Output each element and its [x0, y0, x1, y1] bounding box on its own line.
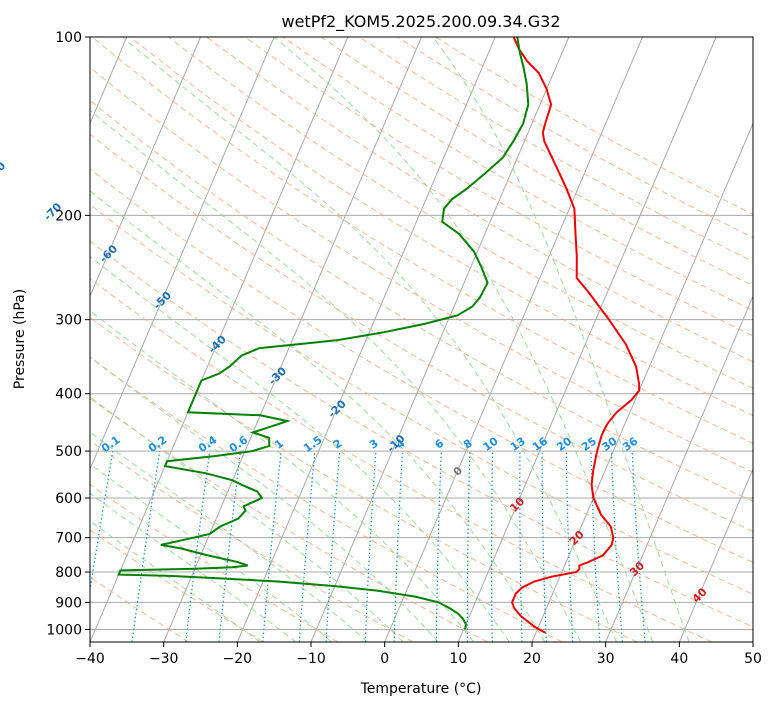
isotherm-line — [384, 37, 643, 642]
moist-adiabat-line — [90, 431, 368, 642]
isotherm-line — [678, 467, 753, 642]
dry-adiabat-line — [90, 440, 414, 642]
dry-adiabat-line — [90, 240, 753, 628]
x-tick-label: 40 — [670, 651, 688, 667]
dry-adiabat-line — [90, 99, 753, 502]
mixing-ratio-line — [90, 450, 114, 594]
x-tick-label: 30 — [597, 651, 615, 667]
isotherm-line — [605, 295, 753, 642]
isotherm-line — [457, 37, 717, 642]
y-tick-label: 500 — [55, 444, 82, 460]
plot-area — [90, 37, 753, 642]
y-tick-label: 700 — [55, 531, 82, 547]
y-tick-label: 100 — [55, 30, 82, 46]
moist-adiabat-line — [432, 37, 690, 642]
mixing-ratio-line — [262, 451, 282, 642]
mixing-ratio-line — [218, 451, 242, 642]
mixing-ratio-line — [298, 451, 316, 642]
isotherm-line — [531, 122, 753, 642]
x-tick-label: −30 — [149, 651, 179, 667]
dry-adiabat-line — [90, 316, 638, 642]
dry-adiabat-line — [90, 356, 563, 642]
dry-adiabat-line — [91, 37, 753, 444]
dry-adiabat-line — [90, 66, 753, 473]
moist-adiabat-line — [122, 37, 618, 642]
y-tick-label: 400 — [55, 387, 82, 403]
mixing-ratio-line — [131, 451, 161, 642]
moist-adiabat-line — [90, 492, 297, 642]
y-tick-label: 900 — [55, 595, 82, 611]
dry-adiabat-line — [206, 37, 753, 363]
x-tick-label: 20 — [523, 651, 541, 667]
x-tick-label: 10 — [449, 651, 467, 667]
isotherm-line — [163, 37, 422, 642]
y-tick-label: 600 — [55, 491, 82, 507]
x-tick-label: −40 — [75, 651, 105, 667]
dewpoint-trace — [117, 37, 530, 630]
dry-adiabat-line — [168, 37, 753, 389]
temperature-trace — [511, 37, 641, 634]
x-axis-label: Temperature (°C) — [360, 681, 482, 697]
dry-adiabat-line — [130, 37, 753, 417]
y-axis: 100 200 300 400 500 600 700 800 900 1000 — [46, 30, 90, 638]
isotherm-label: -80 — [0, 159, 8, 182]
dry-adiabat-line — [90, 133, 753, 533]
chart-title: wetPf2_KOM5.2025.200.09.34.G32 — [281, 12, 560, 32]
mixing-ratio-line — [631, 451, 646, 642]
isotherm-line — [236, 37, 496, 642]
x-tick-label: −10 — [296, 651, 326, 667]
mixing-ratio-line — [185, 451, 211, 642]
x-tick-label: 50 — [744, 651, 762, 667]
isotherm-line — [90, 37, 201, 298]
dry-adiabat-line — [90, 203, 753, 595]
moist-adiabat-line — [90, 310, 475, 642]
moist-adiabat-line — [90, 463, 333, 642]
x-axis: −40 −30 −20 −10 0 10 20 30 40 50 — [75, 642, 762, 667]
y-axis-label: Pressure (hPa) — [12, 289, 28, 389]
y-tick-label: 200 — [55, 208, 82, 224]
moist-adiabat-line — [273, 37, 654, 642]
x-tick-label: −20 — [223, 651, 253, 667]
isotherm-line — [90, 37, 275, 471]
moist-adiabat-line — [90, 255, 510, 642]
dry-adiabat-line — [90, 168, 753, 563]
plot-frame — [89, 36, 754, 643]
moist-adiabat-line — [90, 520, 261, 642]
isotherm-line — [90, 37, 349, 642]
x-tick-label: 0 — [380, 651, 389, 667]
y-tick-label: 1000 — [46, 622, 82, 638]
moist-adiabat-line — [90, 396, 404, 642]
moist-adiabat-line — [90, 356, 439, 642]
y-tick-label: 800 — [55, 565, 82, 581]
y-tick-label: 300 — [55, 313, 82, 329]
